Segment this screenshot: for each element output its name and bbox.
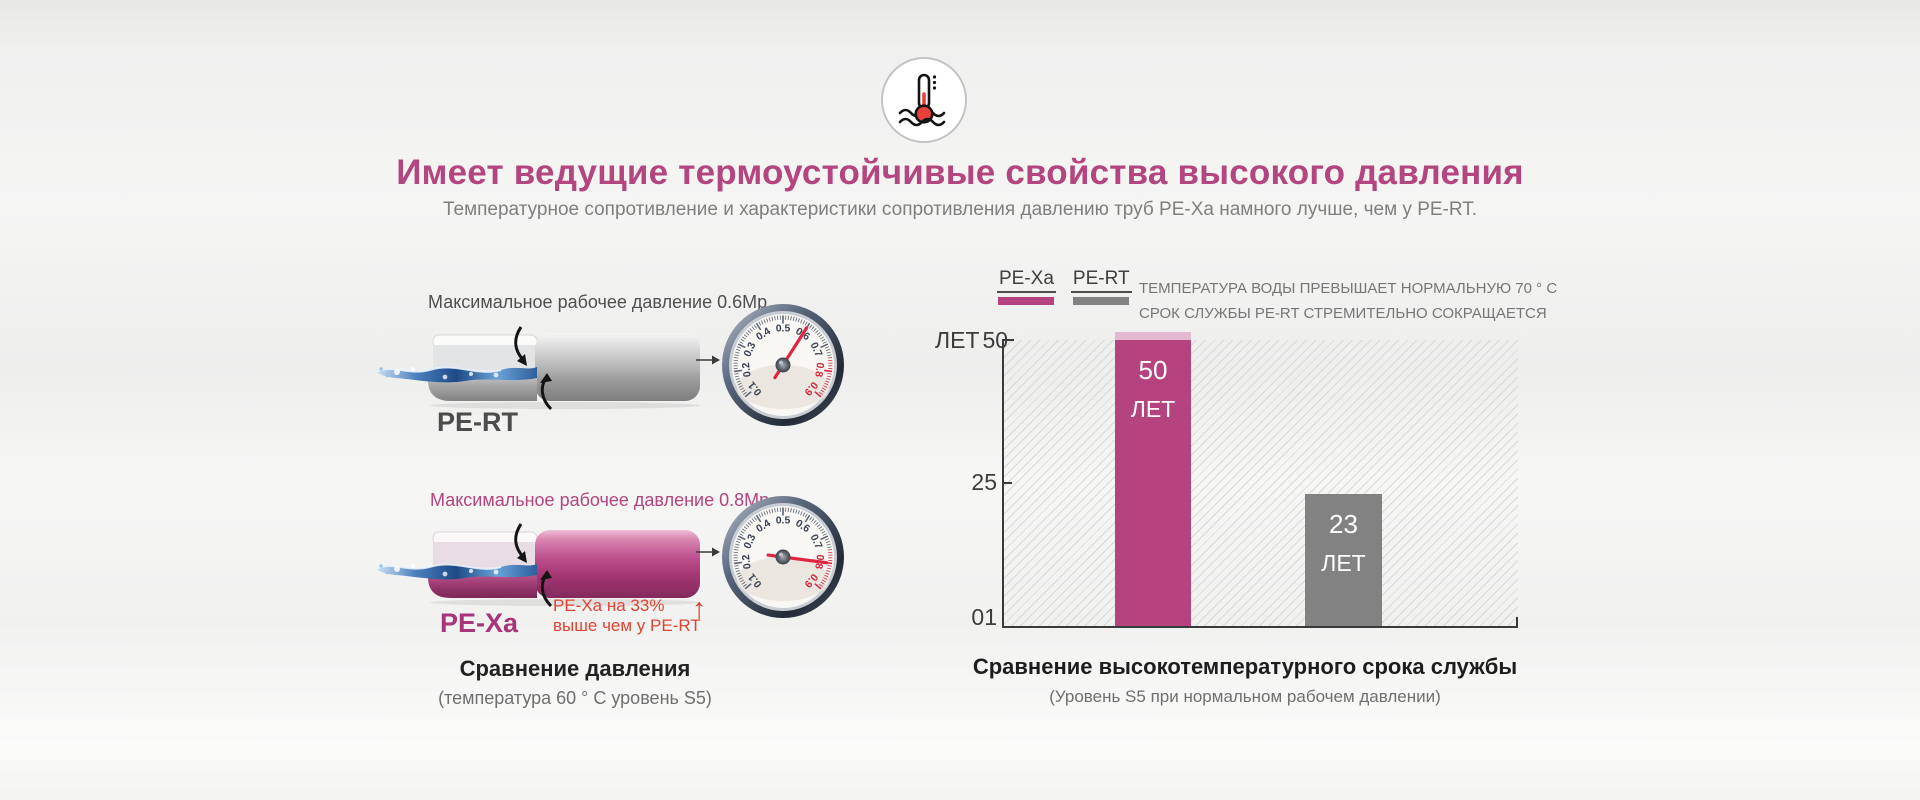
tickmark-25 [1002,482,1012,484]
pexa-pipe-illustration [375,523,700,608]
page-title: Имеет ведущие термоустойчивые свойства в… [396,153,1524,192]
pert-pipe-label: PE-RT [437,407,518,437]
chart-note-line2: СРОК СЛУЖБЫ PE-RT СТРЕМИТЕЛЬНО СОКРАЩАЕТ… [1139,304,1547,322]
chart-note-line1: ТЕМПЕРАТУРА ВОДЫ ПРЕВЫШАЕТ НОРМАЛЬНУЮ 70… [1139,280,1558,297]
bar-PE-RT: 23 ЛЕТ [1305,494,1382,626]
pert-pressure-annotation: Максимальное рабочее давление 0.6Мр [428,292,768,312]
pressure-comparison-figure: Максимальное рабочее давление 0.6Мр [340,290,870,730]
bar-value-label: 23 [1329,509,1358,539]
legend-swatch-gray [1073,297,1130,305]
y-axis-unit: ЛЕТ [935,327,980,353]
svg-text:0.8: 0.8 [812,362,826,378]
svg-text:0.7: 0.7 [808,532,825,550]
legend-swatch-magenta [998,297,1055,305]
thermometer-icon-art [898,73,946,127]
bar-unit-label: ЛЕТ [1321,550,1366,576]
legend-item-pert: PE-RT [1070,268,1132,305]
lifespan-chart-figure: PE-Xa PE-RT ТЕМПЕРАТУРА ВОДЫ ПРЕВЫШАЕТ Н… [935,268,1557,738]
page-subtitle: Температурное сопротивление и характерис… [442,199,1478,220]
svg-text:0.5: 0.5 [776,323,791,335]
bar-PE-Xa: 50 ЛЕТ [1115,332,1191,626]
pexa-pressure-annotation: Максимальное рабочее давление 0.8Мр [430,490,770,510]
chart-subcaption: (Уровень S5 при нормальном рабочем давле… [1049,687,1441,706]
tickmark-top [1002,339,1014,341]
bar-unit-label: ЛЕТ [1130,396,1176,422]
right-arrow-icon [696,355,720,365]
note-line1: PE-Xa на 33% [553,596,665,615]
y-axis-tick-0: 01 [971,604,997,630]
legend-item-pexa: PE-Xa [997,268,1056,305]
up-arrow-icon: ↑ [692,593,707,625]
svg-text:0.2: 0.2 [740,554,754,570]
svg-text:0.5: 0.5 [776,515,791,527]
chart-plot: 50 ЛЕТ 23 ЛЕТ [1002,332,1518,628]
pressure-figure-caption: Сравнение давления [459,656,691,681]
svg-text:0.3: 0.3 [741,532,758,550]
legend-label: PE-RT [1070,268,1132,293]
bar-overflow-cap [1115,332,1191,340]
tickmark-bottom-right [1516,617,1518,627]
chart-legend: PE-Xa PE-RT [997,268,1132,305]
chart-note: ТЕМПЕРАТУРА ВОДЫ ПРЕВЫШАЕТ НОРМАЛЬНУЮ 70… [1139,277,1557,326]
svg-text:0.3: 0.3 [741,340,758,358]
pert-pressure-gauge: 0.10.20.30.40.50.60.70.80.9 [722,304,844,426]
right-arrow-icon [696,547,720,557]
y-axis-tick-50: ЛЕТ 50 [935,327,1009,353]
pressure-figure-subcaption: (температура 60 ° C уровень S5) [438,688,712,708]
bar-value-label: 50 [1138,355,1168,385]
note-line2: выше чем у PE-RT [553,616,701,635]
thermometer-heat-icon [881,57,967,143]
legend-label: PE-Xa [997,268,1056,293]
y-axis-tick-25: 25 [971,469,997,495]
pexa-advantage-note: PE-Xa на 33% выше чем у PE-RT [553,596,701,636]
pert-pipe-illustration [375,326,700,411]
pexa-pressure-gauge: 0.10.20.30.4 0.5 0.60.70.80.9 [722,496,844,618]
chart-caption: Сравнение высокотемпературного срока слу… [972,654,1518,679]
svg-text:0.2: 0.2 [740,362,754,378]
svg-text:0.7: 0.7 [808,340,825,358]
pexa-pipe-label: PE-Xa [440,608,519,638]
